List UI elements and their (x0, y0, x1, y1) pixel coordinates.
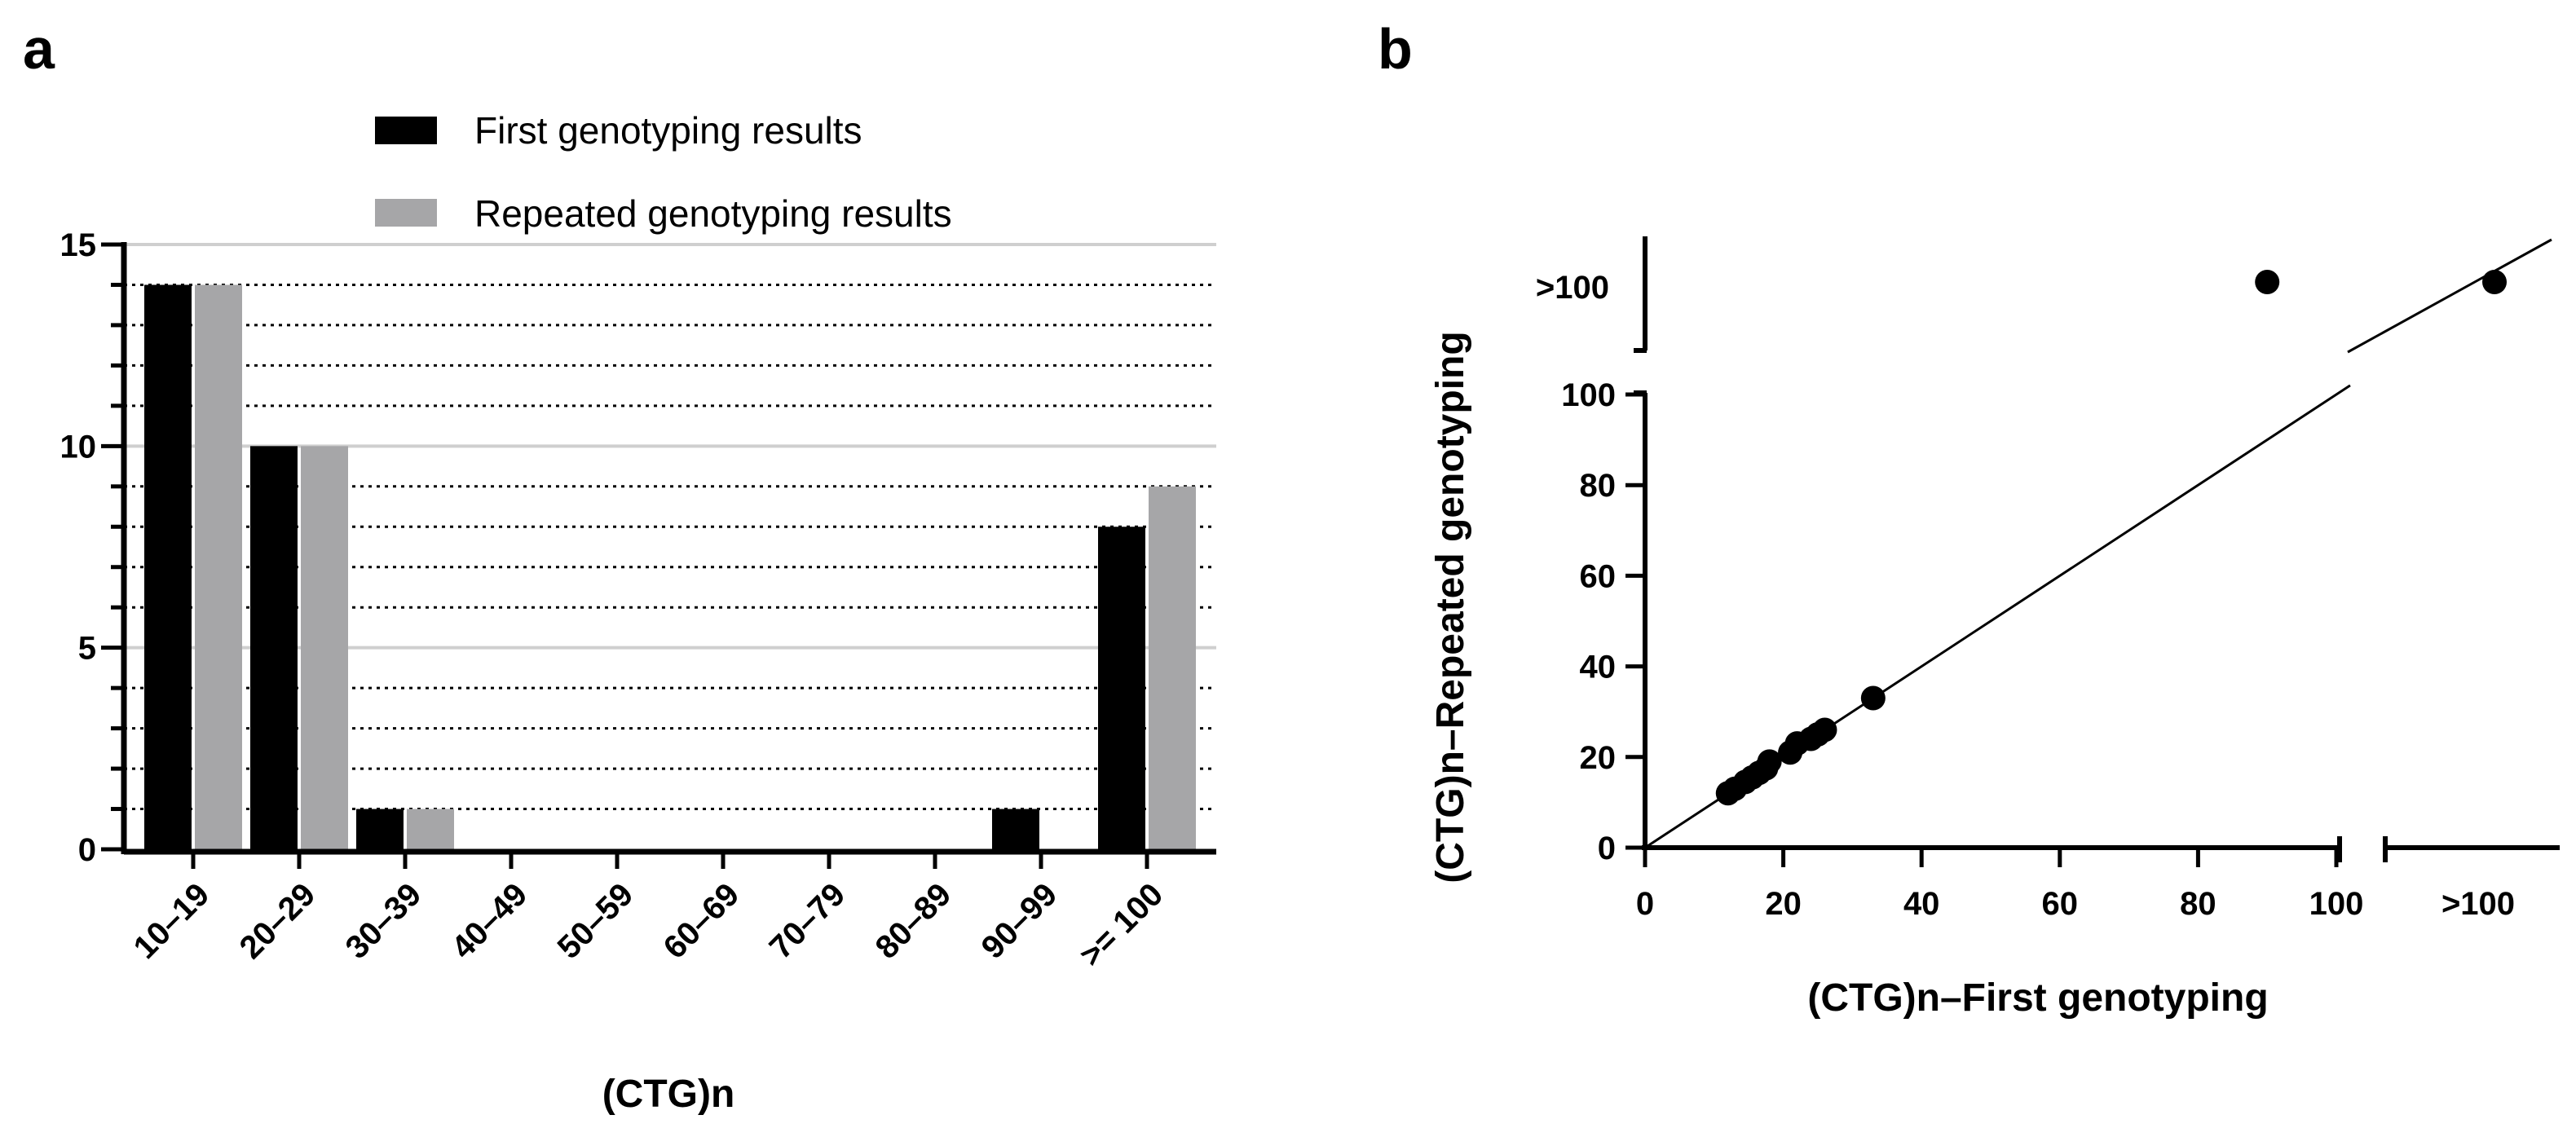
bar (1098, 527, 1145, 849)
x-break-label: >100 (2441, 886, 2515, 922)
y-tick-label: 5 (78, 631, 96, 667)
data-points (1715, 270, 2507, 806)
x-tick-label: 50–59 (551, 876, 641, 966)
y-tick-label: 20 (1580, 740, 1617, 776)
x-tick-label: 80 (2180, 886, 2217, 922)
legend-swatch-first (375, 117, 437, 144)
y-axis-title: (CTG)n–Repeated genotyping (1429, 331, 1472, 883)
x-tick-label: 0 (1636, 886, 1654, 922)
x-tick-label: 20 (1765, 886, 1802, 922)
x-axis-title: (CTG)n (602, 1073, 735, 1116)
x-tick-label: 100 (2309, 886, 2364, 922)
data-point (1757, 749, 1782, 774)
y-tick-label: 100 (1561, 377, 1616, 413)
x-tick-label: 30–39 (339, 876, 429, 966)
y-tick-label: 80 (1580, 468, 1617, 504)
x-tick-label: 60 (2042, 886, 2079, 922)
data-point (1860, 685, 1886, 711)
bar (356, 809, 404, 849)
y-break-label: >100 (1536, 270, 1609, 306)
x-tick-label: 80–89 (869, 876, 959, 966)
axes (1625, 236, 2560, 867)
bars (144, 284, 1196, 849)
x-tick-label: 70–79 (763, 876, 853, 966)
x-tick-label: 40 (1903, 886, 1940, 922)
data-point (2482, 270, 2507, 294)
bar-chart-panel: 0 5 10 15 10–19 20–29 30–39 40–49 50–59 60–69 70–… (60, 109, 1216, 1116)
y-tick-labels: 0 5 10 15 (60, 227, 97, 868)
bar (1149, 486, 1196, 849)
identity-line-segment (2347, 238, 2552, 354)
x-tick-label: >= 100 (1073, 876, 1170, 973)
legend-swatch-repeated (375, 199, 437, 227)
bar (992, 809, 1039, 849)
bar (195, 284, 242, 849)
legend-label-first: First genotyping results (474, 109, 862, 152)
x-tick-labels: 10–19 20–29 30–39 40–49 50–59 60–69 70–79 80–89… (127, 876, 1171, 973)
legend-label-repeated: Repeated genotyping results (474, 192, 952, 235)
bar (301, 446, 348, 849)
x-tick-label: 90–99 (975, 876, 1065, 966)
y-tick-label: 40 (1580, 650, 1617, 685)
y-tick-label: 0 (1598, 831, 1616, 866)
data-point (1812, 717, 1837, 743)
y-tick-label: 15 (60, 227, 97, 263)
bar (250, 446, 298, 849)
data-point (2255, 270, 2280, 294)
x-tick-label: 10–19 (127, 876, 217, 966)
x-tick-label: 20–29 (233, 876, 323, 966)
legend: First genotyping results Repeated genoty… (375, 109, 952, 235)
panel-b-letter: b (1378, 17, 1413, 81)
x-tick-label: 40–49 (445, 876, 535, 966)
bar (144, 284, 192, 849)
y-tick-label: 10 (60, 429, 97, 465)
tick-labels: 0 20 40 60 80 100 0 20 40 60 80 100 (1561, 377, 2363, 922)
panel-a-letter: a (23, 17, 55, 81)
bar (407, 809, 454, 849)
x-tick-label: 60–69 (657, 876, 747, 966)
axes (101, 242, 1216, 869)
x-axis-title: (CTG)n–First genotyping (1807, 976, 2268, 1020)
scatter-panel: 0 20 40 60 80 100 0 20 40 60 80 100 >100 >100 (CTG)… (1429, 236, 2560, 1020)
y-tick-label: 60 (1580, 558, 1617, 594)
y-tick-label: 0 (78, 832, 96, 868)
